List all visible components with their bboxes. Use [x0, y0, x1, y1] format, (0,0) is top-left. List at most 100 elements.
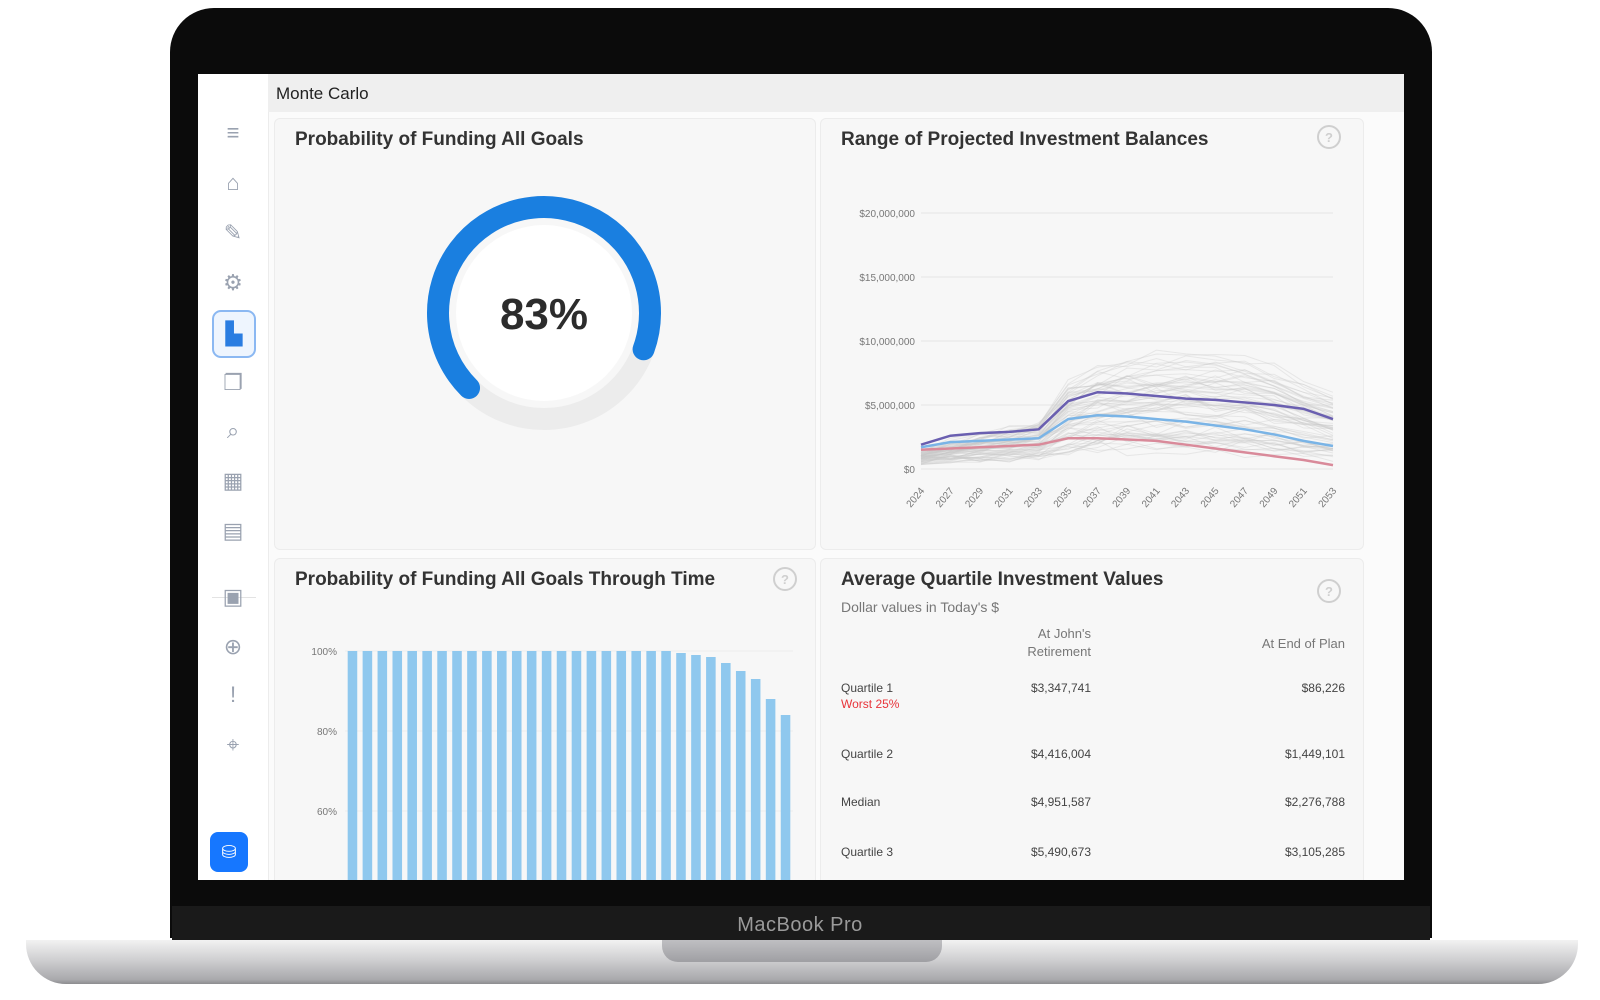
- simulation-line: [920, 366, 1334, 457]
- documents-icon[interactable]: ▤: [222, 518, 244, 543]
- end-of-plan-value: $86,226: [1301, 681, 1345, 695]
- series-line-2: [920, 437, 1334, 467]
- x-tick-label: 2024: [905, 486, 928, 510]
- simulation-line: [920, 434, 1334, 463]
- series-line-1: [920, 413, 1334, 449]
- y-tick-label: 80%: [317, 727, 337, 738]
- simulation-line: [920, 396, 1334, 454]
- bar: [661, 651, 671, 880]
- simulation-line: [920, 403, 1334, 460]
- simulation-line: [920, 428, 1334, 463]
- simulation-line: [920, 355, 1334, 450]
- x-tick-label: 2051: [1287, 486, 1310, 510]
- bar: [601, 651, 612, 880]
- simulation-line: [920, 431, 1334, 463]
- bar: [571, 651, 582, 880]
- simulation-line: [920, 432, 1334, 465]
- bar: [392, 651, 403, 880]
- simulation-line: [920, 369, 1334, 452]
- bar: [556, 651, 567, 880]
- bar: [706, 657, 716, 880]
- quartile-card-title: Average Quartile Investment Values: [841, 569, 1164, 590]
- simulation-line: [920, 431, 1334, 459]
- row-label: Quartile 2: [841, 747, 894, 761]
- end-of-plan-value: $1,449,101: [1284, 747, 1345, 761]
- retirement-value: $5,490,673: [1030, 845, 1091, 859]
- end-of-plan-value: $2,276,788: [1284, 795, 1345, 809]
- probability-card-title: Probability of Funding All Goals: [295, 129, 584, 150]
- x-tick-label: 2041: [1140, 486, 1163, 510]
- y-tick-label: 60%: [317, 807, 337, 818]
- simulation-line: [920, 353, 1334, 453]
- simulation-line: [920, 402, 1334, 456]
- simulation-line: [920, 375, 1334, 451]
- bar: [646, 651, 656, 880]
- wallet-icon[interactable]: ❐: [223, 370, 243, 395]
- gauge-center: [456, 225, 632, 401]
- edit-icon[interactable]: ✎: [223, 220, 243, 245]
- row-sublabel: Worst 25%: [841, 697, 900, 711]
- clipboard-icon[interactable]: ▣: [222, 584, 244, 609]
- simulation-line: [920, 378, 1334, 454]
- simulation-line: [920, 417, 1334, 459]
- chart-icon[interactable]: ▙: [212, 310, 256, 358]
- bar: [377, 651, 388, 880]
- y-tick-label: $10,000,000: [859, 337, 915, 348]
- simulation-line: [920, 433, 1334, 465]
- x-tick-label: 2049: [1258, 486, 1281, 510]
- simulation-line: [920, 386, 1334, 457]
- bar: [482, 651, 492, 880]
- location-icon[interactable]: ⌖: [226, 732, 240, 757]
- header-end-of-plan: At End of Plan: [1261, 636, 1345, 651]
- help-icon[interactable]: ?: [1317, 579, 1341, 603]
- bar: [467, 651, 477, 880]
- bar: [765, 699, 776, 880]
- simulation-line: [920, 418, 1334, 461]
- range-card-title: Range of Projected Investment Balances: [841, 129, 1209, 150]
- x-tick-label: 2029: [963, 486, 986, 510]
- series-line-0: [920, 390, 1334, 446]
- simulation-line: [920, 382, 1334, 459]
- help-icon[interactable]: ?: [1317, 125, 1341, 149]
- simulation-line: [920, 349, 1334, 453]
- probability-gauge: 83%: [427, 196, 661, 430]
- x-tick-label: 2031: [993, 486, 1016, 510]
- bar: [780, 715, 791, 880]
- simulation-line: [920, 426, 1334, 459]
- y-tick-label: $5,000,000: [865, 401, 915, 412]
- home-icon[interactable]: ⌂: [226, 170, 240, 195]
- bar: [497, 651, 507, 880]
- simulation-line: [920, 399, 1334, 456]
- bank-icon[interactable]: ▦: [222, 468, 244, 493]
- simulation-line: [920, 435, 1334, 466]
- bar: [616, 651, 627, 880]
- retirement-value: $3,347,741: [1030, 681, 1091, 695]
- settings-icon[interactable]: ⚙: [223, 270, 243, 295]
- device-brand-label: MacBook Pro: [737, 914, 863, 936]
- simulation-line: [920, 439, 1334, 464]
- x-tick-label: 2047: [1228, 486, 1251, 510]
- quartile-card: Average Quartile Investment Values Dolla…: [820, 558, 1364, 880]
- gauge-value-label: 83%: [500, 290, 588, 339]
- page-title: Monte Carlo: [276, 84, 369, 103]
- header-retirement: At John's Retirement: [1027, 626, 1091, 659]
- database-icon[interactable]: ⛁: [210, 832, 248, 872]
- bar: [422, 651, 432, 880]
- x-tick-label: 2033: [1022, 486, 1045, 510]
- bar: [511, 651, 522, 880]
- simulation-line: [920, 425, 1334, 465]
- globe-icon[interactable]: ⊕: [223, 634, 243, 659]
- search-person-icon[interactable]: ⌕: [226, 418, 240, 443]
- bar: [407, 651, 417, 880]
- bar: [750, 679, 761, 880]
- probability-card: Probability of Funding All Goals 83%: [274, 118, 816, 550]
- row-label: Quartile 3: [841, 845, 894, 859]
- simulation-line: [920, 420, 1334, 460]
- menu-icon[interactable]: ≡: [226, 120, 240, 145]
- simulation-line: [920, 431, 1334, 462]
- help-icon[interactable]: ?: [773, 567, 797, 591]
- simulation-line: [920, 424, 1334, 460]
- bar: [586, 651, 597, 880]
- simulation-line: [920, 412, 1334, 462]
- alert-icon[interactable]: !: [229, 682, 237, 707]
